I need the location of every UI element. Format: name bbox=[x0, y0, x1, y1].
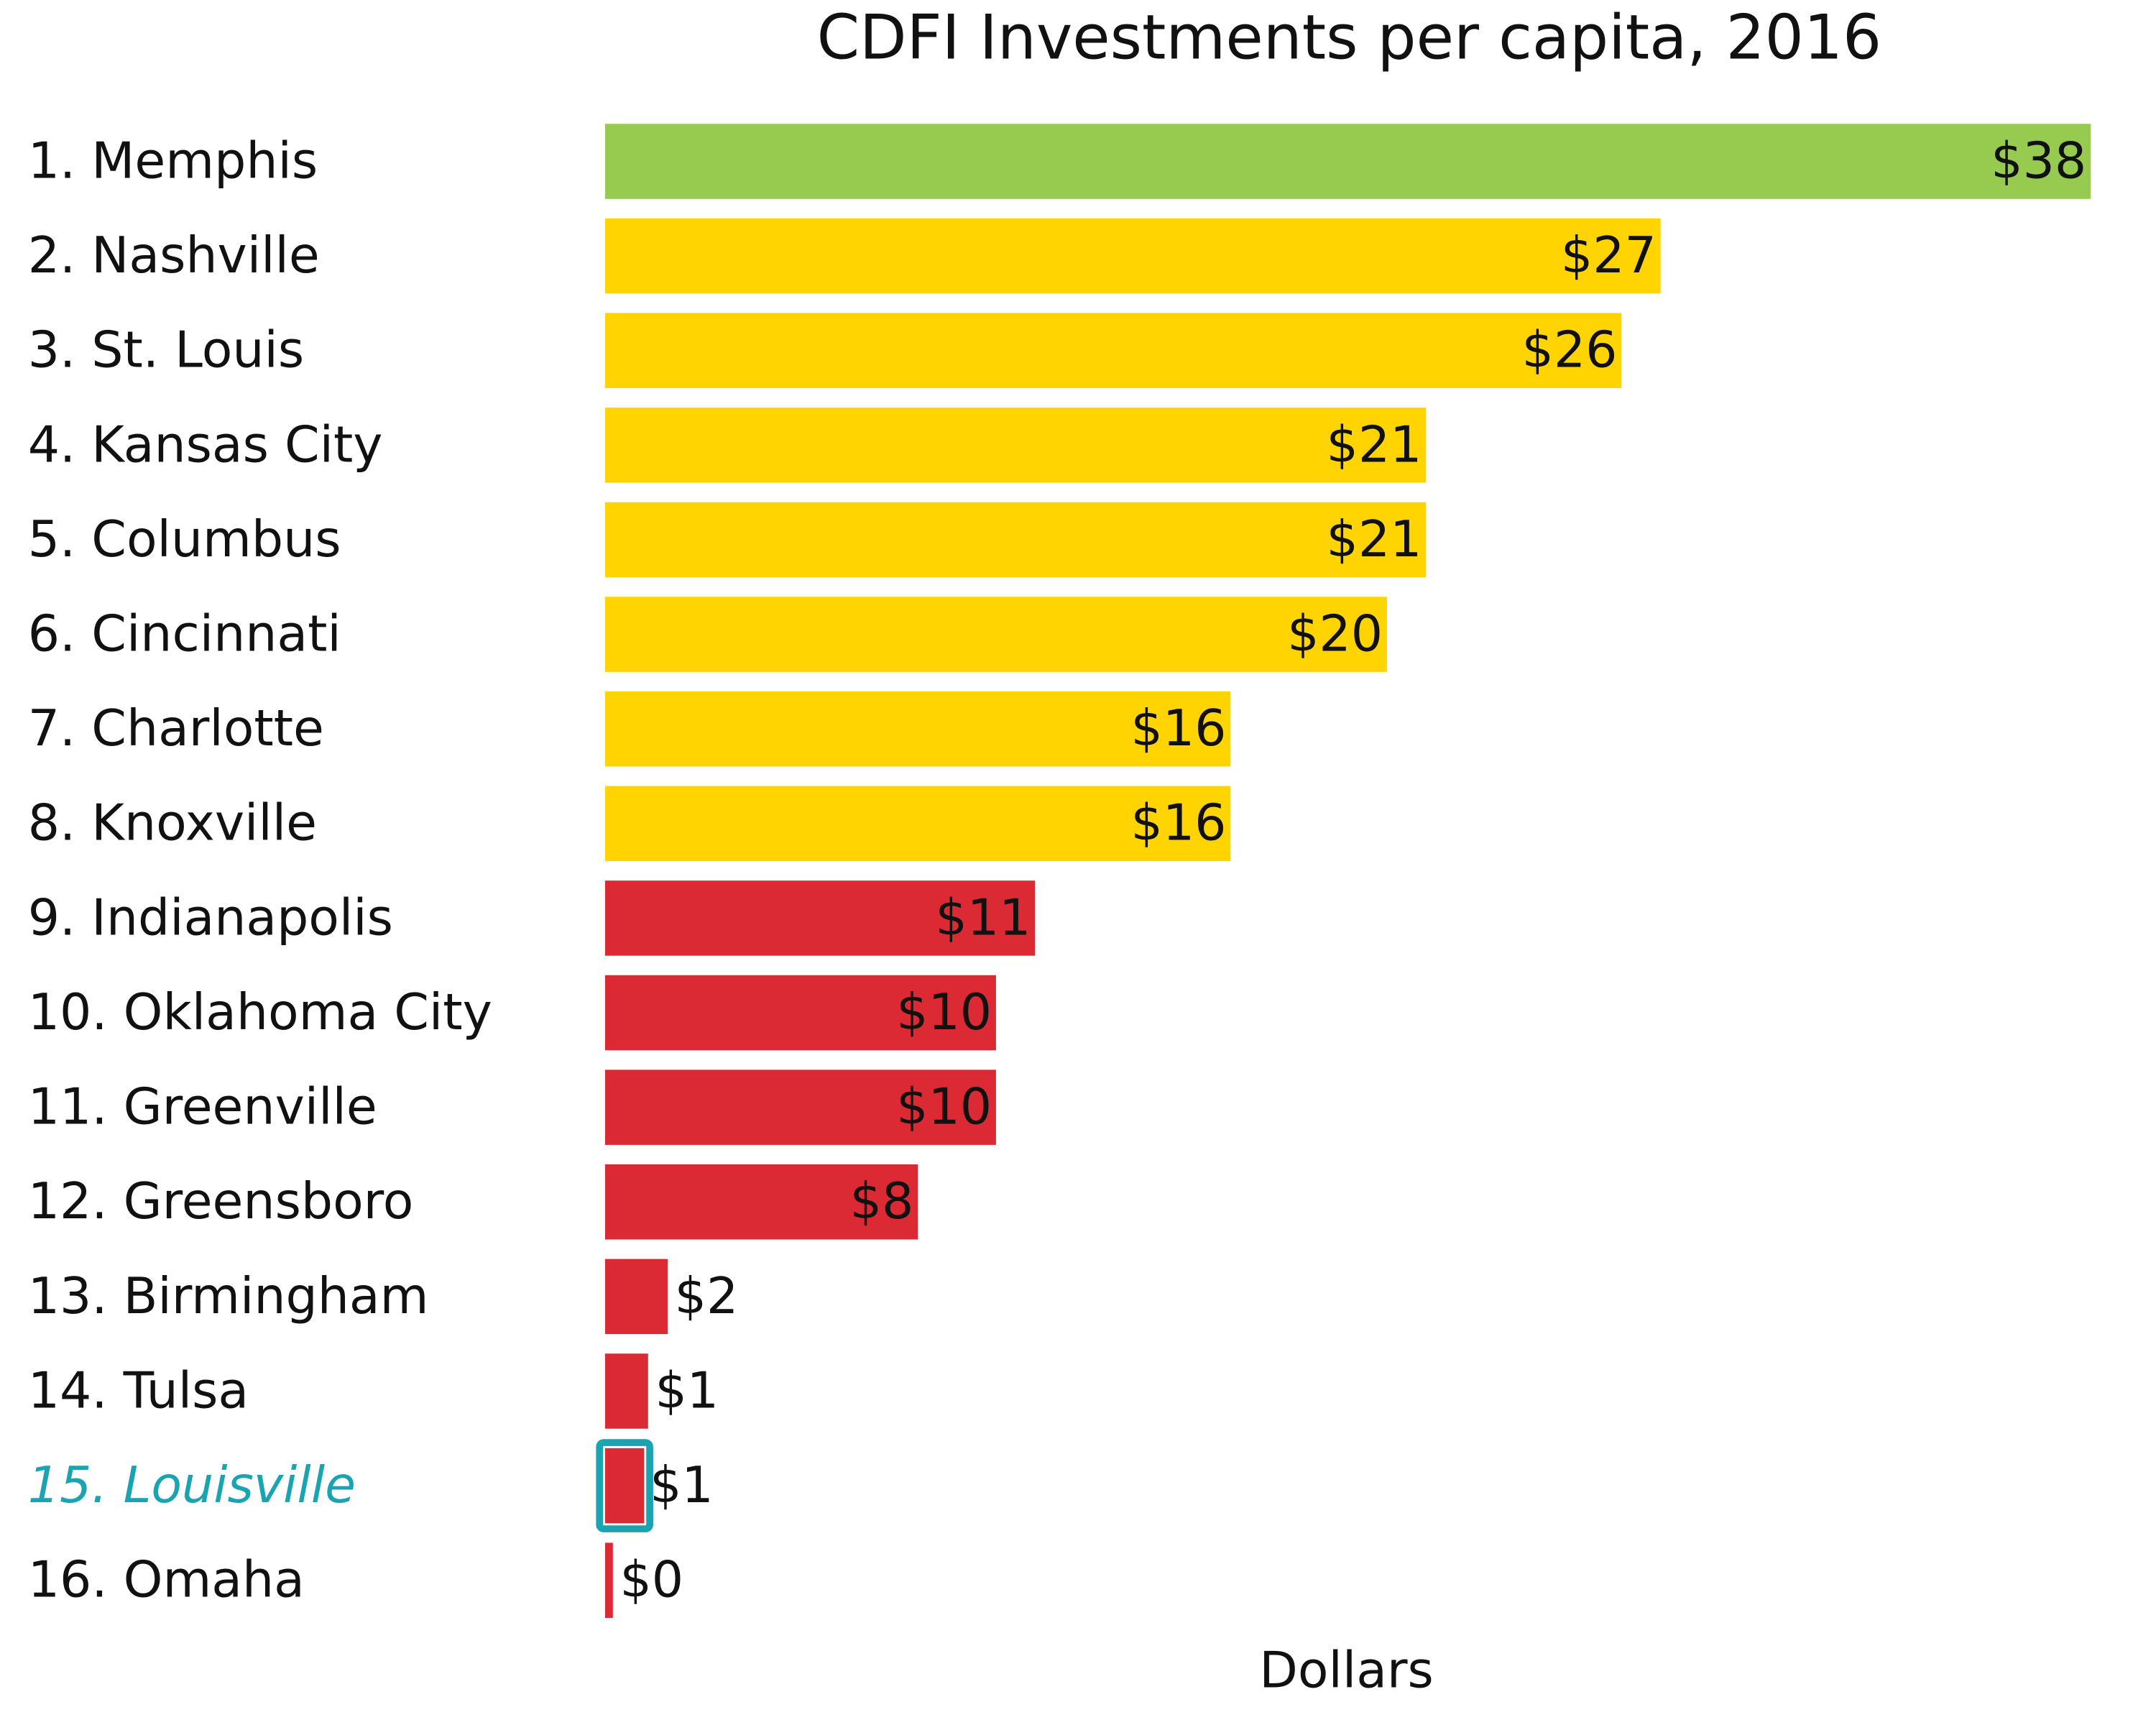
chart-title: CDFI Investments per capita, 2016 bbox=[817, 3, 1882, 74]
bar bbox=[604, 1448, 645, 1524]
value-label: $11 bbox=[936, 888, 1031, 947]
category-label: 5. Columbus bbox=[28, 510, 341, 569]
value-label: $21 bbox=[1327, 510, 1422, 569]
bar bbox=[604, 313, 1622, 388]
category-label: 4. Kansas City bbox=[28, 415, 383, 474]
x-axis-label: Dollars bbox=[1259, 1641, 1434, 1699]
value-label: $10 bbox=[896, 983, 992, 1041]
bar bbox=[604, 502, 1427, 578]
category-label: 13. Birmingham bbox=[28, 1267, 429, 1325]
value-label: $16 bbox=[1131, 699, 1227, 758]
category-label: 14. Tulsa bbox=[28, 1361, 249, 1420]
bar bbox=[604, 786, 1231, 862]
value-label: $27 bbox=[1561, 226, 1657, 285]
value-label: $20 bbox=[1287, 604, 1383, 663]
bar bbox=[604, 880, 1036, 956]
value-label: $1 bbox=[650, 1456, 714, 1514]
bar bbox=[604, 408, 1427, 483]
category-label: 15. Louisville bbox=[28, 1456, 356, 1514]
value-label: $21 bbox=[1327, 415, 1422, 474]
bar bbox=[604, 1542, 613, 1618]
bar bbox=[604, 218, 1661, 294]
category-label: 11. Greenville bbox=[28, 1078, 377, 1136]
bar bbox=[604, 975, 996, 1051]
value-label: $16 bbox=[1131, 794, 1227, 852]
value-label: $2 bbox=[675, 1267, 739, 1325]
category-label: 10. Oklahoma City bbox=[28, 983, 492, 1041]
value-label: $8 bbox=[850, 1172, 914, 1230]
value-label: $0 bbox=[619, 1551, 683, 1609]
value-label: $26 bbox=[1522, 321, 1618, 380]
category-label: 2. Nashville bbox=[28, 226, 320, 285]
bar bbox=[604, 691, 1231, 767]
bar bbox=[604, 1259, 668, 1335]
category-label: 8. Knoxville bbox=[28, 794, 317, 852]
bar bbox=[604, 1353, 648, 1429]
category-label: 3. St. Louis bbox=[28, 321, 304, 380]
category-label: 12. Greensboro bbox=[28, 1172, 414, 1230]
category-label: 1. Memphis bbox=[28, 132, 318, 190]
bar bbox=[604, 1164, 918, 1240]
highlight-box bbox=[596, 1439, 653, 1532]
category-label: 16. Omaha bbox=[28, 1551, 305, 1609]
value-label: $1 bbox=[655, 1361, 719, 1420]
category-label: 6. Cincinnati bbox=[28, 604, 341, 663]
value-label: $10 bbox=[896, 1078, 992, 1136]
bar bbox=[604, 597, 1387, 672]
value-label: $38 bbox=[1991, 132, 2086, 190]
category-label: 7. Charlotte bbox=[28, 699, 324, 758]
bar bbox=[604, 124, 2091, 199]
category-label: 9. Indianapolis bbox=[28, 888, 393, 947]
bar bbox=[604, 1070, 996, 1145]
